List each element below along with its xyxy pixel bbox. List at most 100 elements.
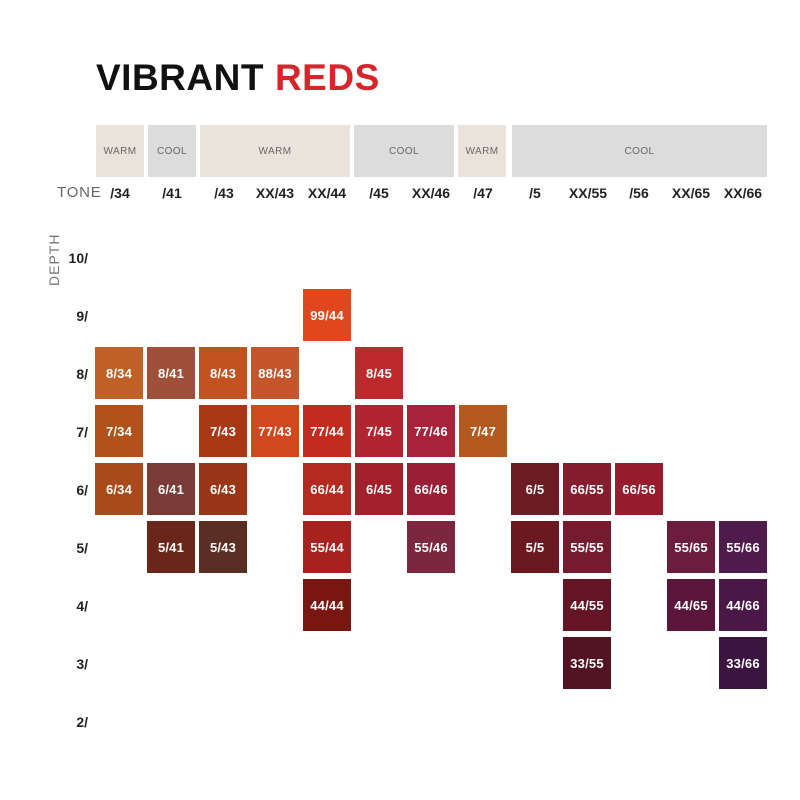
depth-level: 9/	[76, 308, 88, 324]
tone-header: XX/65	[671, 185, 711, 201]
color-swatch[interactable]: 7/47	[459, 405, 507, 457]
tone-label: TONE	[57, 184, 102, 201]
swatch-label: 55/46	[414, 539, 448, 555]
color-swatch[interactable]: 7/43	[199, 405, 247, 457]
swatch-label: 77/43	[258, 423, 292, 439]
color-swatch[interactable]: 6/5	[511, 463, 559, 515]
depth-level: 5/	[76, 540, 88, 556]
color-swatch[interactable]: 55/65	[667, 521, 715, 573]
temperature-band-label: COOL	[624, 145, 655, 157]
color-swatch[interactable]: 55/55	[563, 521, 611, 573]
temperature-band-label: WARM	[465, 145, 499, 157]
color-swatch[interactable]: 99/44	[303, 289, 351, 341]
depth-level: 7/	[76, 424, 88, 440]
color-swatch[interactable]: 66/46	[407, 463, 455, 515]
swatch-label: 8/43	[209, 365, 237, 381]
swatch-label: 77/46	[414, 423, 448, 439]
depth-level: 2/	[76, 714, 88, 730]
temperature-band: WARM	[458, 125, 506, 177]
color-swatch[interactable]: 55/66	[719, 521, 767, 573]
color-swatch[interactable]: 66/44	[303, 463, 351, 515]
temperature-band-label: WARM	[258, 145, 292, 157]
color-swatch[interactable]: 33/55	[563, 637, 611, 689]
color-swatch[interactable]: 44/44	[303, 579, 351, 631]
swatch-label: 66/55	[570, 481, 604, 497]
swatch-label: 99/44	[310, 307, 344, 323]
color-swatch[interactable]: 44/65	[667, 579, 715, 631]
swatch-label: 66/46	[414, 481, 448, 497]
swatch-label: 88/43	[258, 365, 292, 381]
swatch-label: 6/45	[365, 481, 393, 497]
color-swatch[interactable]: 77/46	[407, 405, 455, 457]
swatch-label: 5/5	[525, 539, 545, 555]
color-swatch[interactable]: 8/45	[355, 347, 403, 399]
swatch-label: 5/41	[157, 539, 185, 555]
tone-header: /47	[473, 185, 493, 201]
depth-level: 8/	[76, 366, 88, 382]
color-swatch[interactable]: 8/43	[199, 347, 247, 399]
swatch-label: 7/43	[209, 423, 237, 439]
swatch-label: 8/41	[157, 365, 185, 381]
swatch-label: 55/44	[310, 539, 344, 555]
temperature-band: COOL	[512, 125, 767, 177]
temperature-band: WARM	[200, 125, 350, 177]
tone-header: /43	[214, 185, 234, 201]
swatch-label: 33/66	[726, 655, 760, 671]
page-title: VIBRANT REDS	[96, 58, 380, 98]
swatch-label: 55/55	[570, 539, 604, 555]
tone-header: /56	[629, 185, 649, 201]
swatch-label: 44/66	[726, 597, 760, 613]
color-swatch[interactable]: 66/55	[563, 463, 611, 515]
color-swatch[interactable]: 5/41	[147, 521, 195, 573]
swatch-label: 44/55	[570, 597, 604, 613]
swatch-label: 33/55	[570, 655, 604, 671]
color-swatch[interactable]: 6/34	[95, 463, 143, 515]
swatch-label: 55/65	[674, 539, 708, 555]
swatch-label: 7/45	[365, 423, 393, 439]
tone-header: XX/55	[568, 185, 608, 201]
tone-header: /34	[110, 185, 130, 201]
color-swatch[interactable]: 8/41	[147, 347, 195, 399]
swatch-label: 7/34	[105, 423, 133, 439]
color-swatch[interactable]: 88/43	[251, 347, 299, 399]
swatch-label: 8/34	[105, 365, 133, 381]
color-swatch[interactable]: 5/5	[511, 521, 559, 573]
temperature-band: COOL	[148, 125, 196, 177]
depth-level: 4/	[76, 598, 88, 614]
color-swatch[interactable]: 5/43	[199, 521, 247, 573]
tone-header: /45	[369, 185, 389, 201]
color-swatch[interactable]: 44/66	[719, 579, 767, 631]
tone-header: /41	[162, 185, 182, 201]
temperature-band: WARM	[96, 125, 144, 177]
swatch-label: 6/41	[157, 481, 185, 497]
tone-header: XX/46	[411, 185, 451, 201]
tone-header: /5	[529, 185, 541, 201]
temperature-band-label: WARM	[103, 145, 137, 157]
swatch-label: 6/34	[105, 481, 133, 497]
swatch-label: 77/44	[310, 423, 344, 439]
color-swatch[interactable]: 66/56	[615, 463, 663, 515]
swatch-label: 6/43	[209, 481, 237, 497]
temperature-band-label: COOL	[157, 145, 187, 157]
swatch-label: 6/5	[525, 481, 545, 497]
color-swatch[interactable]: 33/66	[719, 637, 767, 689]
color-swatch[interactable]: 6/41	[147, 463, 195, 515]
color-swatch[interactable]: 55/44	[303, 521, 351, 573]
color-swatch[interactable]: 44/55	[563, 579, 611, 631]
swatch-label: 66/56	[622, 481, 656, 497]
color-swatch[interactable]: 8/34	[95, 347, 143, 399]
color-swatch[interactable]: 77/44	[303, 405, 351, 457]
color-swatch[interactable]: 7/34	[95, 405, 143, 457]
depth-level: 3/	[76, 656, 88, 672]
depth-level: 10/	[68, 250, 88, 266]
tone-header: XX/66	[723, 185, 763, 201]
swatch-label: 66/44	[310, 481, 344, 497]
title-part1: VIBRANT	[96, 57, 264, 98]
color-swatch[interactable]: 6/43	[199, 463, 247, 515]
color-swatch[interactable]: 77/43	[251, 405, 299, 457]
color-swatch[interactable]: 6/45	[355, 463, 403, 515]
swatch-label: 44/44	[310, 597, 344, 613]
temperature-band-label: COOL	[389, 145, 419, 157]
color-swatch[interactable]: 7/45	[355, 405, 403, 457]
color-swatch[interactable]: 55/46	[407, 521, 455, 573]
